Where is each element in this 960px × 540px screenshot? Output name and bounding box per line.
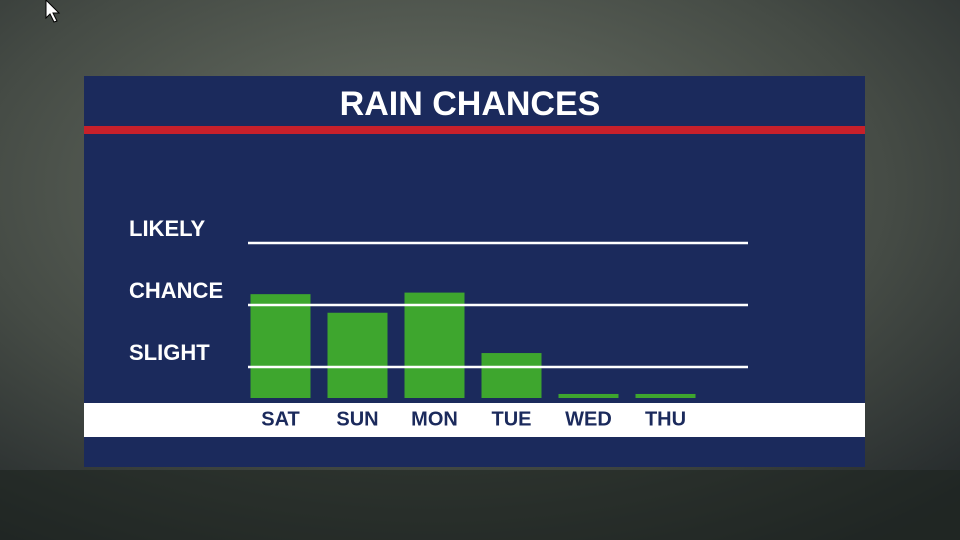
x-tick-label: TUE	[492, 408, 532, 430]
cursor	[45, 0, 61, 23]
x-tick-label: THU	[645, 408, 686, 430]
bar	[635, 393, 696, 398]
x-tick-label: SUN	[336, 408, 378, 430]
x-tick-label: SAT	[261, 408, 300, 430]
tree-line	[0, 470, 960, 540]
bar	[558, 393, 619, 398]
x-tick-label: MON	[411, 408, 458, 430]
bar	[327, 312, 388, 398]
bar	[250, 294, 311, 398]
category-strip	[84, 403, 865, 437]
bar	[404, 292, 465, 398]
chart-title: RAIN CHANCES	[340, 85, 601, 123]
y-tick-label: LIKELY	[129, 216, 206, 241]
x-tick-label: WED	[565, 408, 612, 430]
y-tick-label: SLIGHT	[129, 340, 210, 365]
panel	[84, 76, 865, 467]
bar	[481, 353, 542, 398]
y-tick-label: CHANCE	[129, 278, 223, 303]
title-rule	[84, 126, 865, 134]
